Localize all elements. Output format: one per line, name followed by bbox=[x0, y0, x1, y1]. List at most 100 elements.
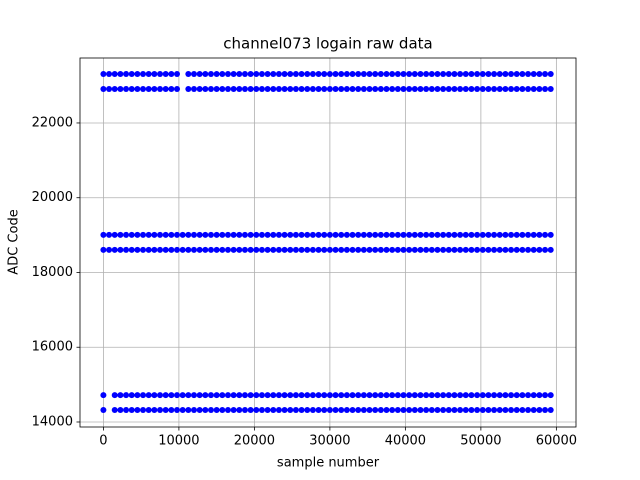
point bbox=[457, 85, 464, 92]
point bbox=[106, 70, 113, 77]
point bbox=[519, 246, 526, 253]
point bbox=[349, 407, 356, 414]
point bbox=[157, 85, 164, 92]
point bbox=[100, 85, 107, 92]
point bbox=[123, 70, 130, 77]
point bbox=[502, 231, 509, 238]
point bbox=[128, 70, 135, 77]
point bbox=[292, 407, 299, 414]
point bbox=[326, 392, 333, 399]
point bbox=[428, 407, 435, 414]
point bbox=[389, 392, 396, 399]
point bbox=[434, 246, 441, 253]
point bbox=[168, 407, 175, 414]
point bbox=[196, 246, 203, 253]
point bbox=[360, 231, 367, 238]
point bbox=[309, 85, 316, 92]
point bbox=[315, 392, 322, 399]
point bbox=[542, 392, 549, 399]
y-axis-label: ADC Code bbox=[7, 209, 22, 274]
point bbox=[151, 392, 158, 399]
y-tick-label: 14000 bbox=[32, 414, 73, 429]
point bbox=[400, 231, 407, 238]
point bbox=[536, 70, 543, 77]
point bbox=[264, 392, 271, 399]
point bbox=[106, 85, 113, 92]
x-tick-label: 40000 bbox=[385, 434, 426, 449]
point bbox=[281, 231, 288, 238]
point bbox=[298, 392, 305, 399]
point bbox=[100, 70, 107, 77]
point bbox=[134, 231, 141, 238]
point bbox=[321, 231, 328, 238]
point bbox=[519, 85, 526, 92]
point bbox=[134, 85, 141, 92]
point bbox=[530, 392, 537, 399]
point bbox=[468, 85, 475, 92]
point bbox=[326, 70, 333, 77]
point bbox=[349, 231, 356, 238]
point bbox=[298, 85, 305, 92]
point bbox=[321, 70, 328, 77]
point bbox=[134, 407, 141, 414]
point bbox=[530, 70, 537, 77]
point bbox=[451, 70, 458, 77]
point bbox=[213, 70, 220, 77]
point bbox=[451, 85, 458, 92]
point bbox=[457, 246, 464, 253]
point bbox=[513, 85, 520, 92]
point bbox=[247, 85, 254, 92]
point bbox=[117, 407, 124, 414]
point bbox=[304, 392, 311, 399]
point bbox=[536, 246, 543, 253]
point bbox=[174, 246, 181, 253]
point bbox=[377, 70, 384, 77]
point bbox=[445, 85, 452, 92]
point bbox=[530, 407, 537, 414]
x-tick-label: 50000 bbox=[460, 434, 501, 449]
point bbox=[236, 231, 243, 238]
point bbox=[423, 407, 430, 414]
point bbox=[355, 231, 362, 238]
point bbox=[423, 70, 430, 77]
point bbox=[428, 246, 435, 253]
point bbox=[423, 392, 430, 399]
point bbox=[241, 392, 248, 399]
point bbox=[270, 246, 277, 253]
point bbox=[315, 231, 322, 238]
point bbox=[281, 407, 288, 414]
point bbox=[440, 407, 447, 414]
point bbox=[491, 85, 498, 92]
point bbox=[338, 231, 345, 238]
point bbox=[196, 85, 203, 92]
point bbox=[326, 407, 333, 414]
point bbox=[213, 85, 220, 92]
point bbox=[411, 231, 418, 238]
point bbox=[389, 407, 396, 414]
point bbox=[253, 70, 260, 77]
point bbox=[275, 407, 282, 414]
point bbox=[292, 392, 299, 399]
point bbox=[190, 231, 197, 238]
point bbox=[151, 231, 158, 238]
point bbox=[513, 70, 520, 77]
y-tick-label: 22000 bbox=[32, 115, 73, 130]
point bbox=[394, 70, 401, 77]
point bbox=[343, 246, 350, 253]
point bbox=[298, 246, 305, 253]
point bbox=[360, 85, 367, 92]
point bbox=[332, 392, 339, 399]
point bbox=[140, 70, 147, 77]
point bbox=[207, 70, 214, 77]
point bbox=[343, 231, 350, 238]
point bbox=[377, 231, 384, 238]
point bbox=[536, 407, 543, 414]
point bbox=[253, 407, 260, 414]
point bbox=[423, 231, 430, 238]
point bbox=[145, 85, 152, 92]
point bbox=[219, 246, 226, 253]
point bbox=[190, 407, 197, 414]
point bbox=[508, 70, 515, 77]
x-axis-label: sample number bbox=[277, 456, 380, 471]
